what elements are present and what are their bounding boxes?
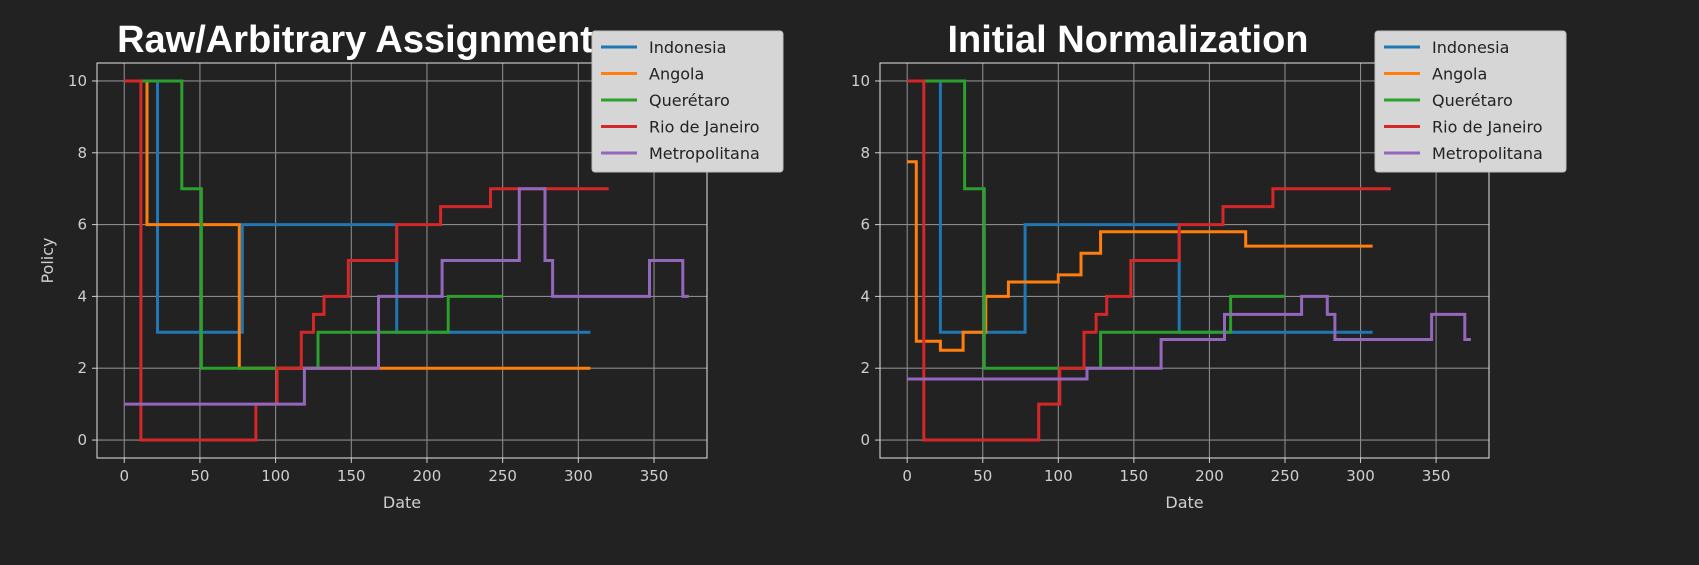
chart-initial-normalization: 0501001502002503003500246810DatePolicy_N…: [851, 19, 1567, 512]
legend-label-metropolitana: Metropolitana: [649, 144, 760, 163]
legend-label-indonesia: Indonesia: [649, 38, 726, 57]
y-tick-label: 4: [860, 287, 870, 305]
x-tick-label: 250: [488, 467, 517, 485]
x-tick-label: 200: [1195, 467, 1224, 485]
x-tick-label: 350: [640, 467, 669, 485]
x-tick-label: 0: [902, 467, 912, 485]
series-line-indonesia: [907, 79, 1373, 334]
x-tick-label: 300: [564, 467, 593, 485]
x-tick-label: 350: [1422, 467, 1451, 485]
legend-label-queretaro: Querétaro: [649, 91, 730, 110]
y-tick-label: 2: [860, 359, 870, 377]
x-axis-label: Date: [383, 493, 421, 512]
x-tick-label: 50: [973, 467, 992, 485]
series-line-queretaro: [124, 79, 503, 370]
legend-box: [1374, 30, 1567, 173]
plot-frame: [96, 62, 708, 459]
plot-frame: [879, 62, 1490, 459]
legend-label-rio-de-janeiro: Rio de Janeiro: [1432, 118, 1543, 137]
chart-raw-assignment: 0 50 100 150 200 250 300 350 0 2 4 6 8 10 Date Policy Ra…: [38, 19, 784, 512]
series-line-rio-de-janeiro: [907, 79, 1391, 442]
chart-title: Initial Normalization: [947, 19, 1308, 61]
x-tick-label: 0: [119, 467, 129, 485]
x-tick-label: 100: [261, 467, 290, 485]
legend-label-metropolitana: Metropolitana: [1432, 144, 1543, 163]
x-tick-label: 200: [413, 467, 442, 485]
y-tick-label: 4: [77, 287, 87, 305]
x-tick-label: 50: [190, 467, 209, 485]
x-tick-label: 150: [337, 467, 366, 485]
legend-label-angola: Angola: [1432, 65, 1487, 84]
x-tick-label: 250: [1271, 467, 1300, 485]
x-tick-label: 150: [1120, 467, 1149, 485]
chart-content: 0 50 100 150 200 250 300 350 0 2 4 6 8 10 Date Policy Ra…: [38, 19, 784, 512]
y-tick-label: 6: [860, 216, 870, 234]
x-tick-label: 100: [1044, 467, 1073, 485]
chart-panel-normalized: 0501001502002503003500246810DatePolicy_N…: [849, 0, 1698, 565]
legend-label-queretaro: Querétaro: [1432, 91, 1513, 110]
series-line-angola: [907, 160, 1373, 352]
y-tick-label: 0: [77, 431, 87, 449]
series-line-metropolitana: [907, 294, 1471, 381]
series-line-indonesia: [124, 79, 591, 334]
y-tick-label: 10: [68, 72, 87, 90]
series-line-rio-de-janeiro: [124, 79, 609, 442]
chart-panel-raw: 0 50 100 150 200 250 300 350 0 2 4 6 8 10 Date Policy Ra…: [0, 0, 849, 565]
y-tick-label: 8: [860, 144, 870, 162]
chart-content: 0501001502002503003500246810DatePolicy_N…: [851, 19, 1567, 512]
y-tick-label: 10: [851, 72, 870, 90]
chart-title: Raw/Arbitrary Assignment: [117, 19, 593, 61]
y-tick-label: 6: [77, 216, 87, 234]
series-line-metropolitana: [124, 187, 689, 406]
x-tick-label: 300: [1346, 467, 1375, 485]
legend-box: [591, 30, 784, 173]
legend: Indonesia Angola Querétaro Rio de Janeiro Me…: [591, 30, 784, 173]
y-tick-label: 2: [77, 359, 87, 377]
legend-label-indonesia: Indonesia: [1432, 38, 1509, 57]
y-tick-label: 8: [77, 144, 87, 162]
y-axis-label: Policy: [38, 237, 57, 283]
legend-label-angola: Angola: [649, 65, 704, 84]
legend-label-rio-de-janeiro: Rio de Janeiro: [649, 118, 760, 137]
y-tick-label: 0: [860, 431, 870, 449]
legend: Indonesia Angola Querétaro Rio de Janeiro Me…: [1374, 30, 1567, 173]
x-axis-label: Date: [1165, 493, 1203, 512]
